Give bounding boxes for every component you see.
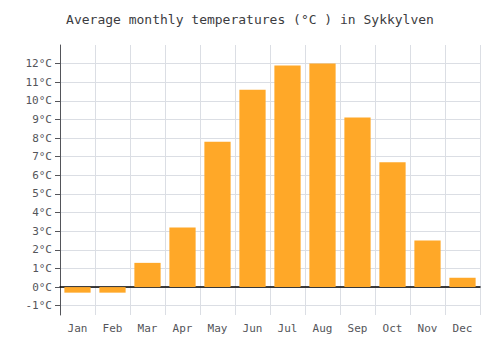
- svg-text:1°C: 1°C: [32, 262, 52, 275]
- svg-text:Average monthly temperatures (: Average monthly temperatures (°C ) in Sy…: [66, 12, 434, 27]
- svg-text:3°C: 3°C: [32, 225, 52, 238]
- svg-text:4°C: 4°C: [32, 206, 52, 219]
- svg-text:Jun: Jun: [243, 322, 263, 335]
- svg-text:5°C: 5°C: [32, 187, 52, 200]
- svg-text:8°C: 8°C: [32, 132, 52, 145]
- svg-text:2°C: 2°C: [32, 243, 52, 256]
- svg-text:12°C: 12°C: [26, 57, 53, 70]
- svg-text:Dec: Dec: [453, 322, 473, 335]
- svg-text:0°C: 0°C: [32, 281, 52, 294]
- svg-text:Oct: Oct: [383, 322, 403, 335]
- svg-text:Jul: Jul: [278, 322, 298, 335]
- svg-text:Jan: Jan: [68, 322, 88, 335]
- svg-text:May: May: [208, 322, 228, 335]
- svg-text:11°C: 11°C: [26, 76, 53, 89]
- svg-text:6°C: 6°C: [32, 169, 52, 182]
- svg-text:9°C: 9°C: [32, 113, 52, 126]
- svg-text:Feb: Feb: [103, 322, 123, 335]
- svg-text:Mar: Mar: [138, 322, 158, 335]
- svg-text:-1°C: -1°C: [26, 299, 53, 312]
- svg-text:7°C: 7°C: [32, 150, 52, 163]
- svg-text:Sep: Sep: [348, 322, 368, 335]
- svg-text:Nov: Nov: [418, 322, 438, 335]
- svg-text:Aug: Aug: [313, 322, 333, 335]
- svg-text:Apr: Apr: [173, 322, 193, 335]
- svg-text:10°C: 10°C: [26, 94, 53, 107]
